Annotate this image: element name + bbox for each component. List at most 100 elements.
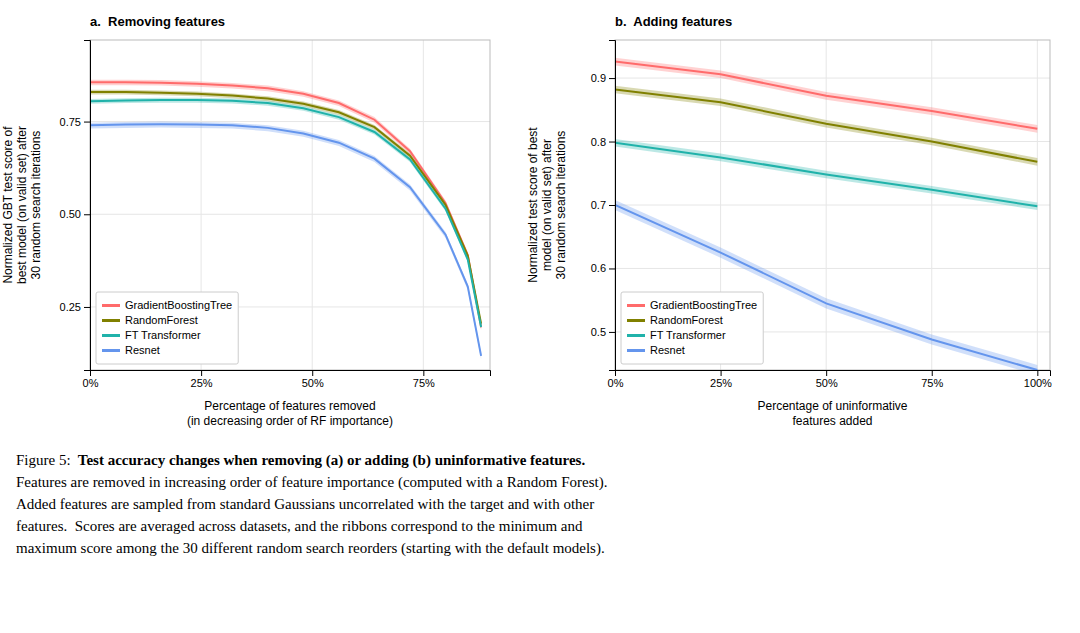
legend-label: GradientBoostingTree (650, 299, 757, 311)
tick: 0.6 (591, 262, 615, 274)
x-axis-label-line: Percentage of features removed (204, 399, 375, 413)
tick: 0.9 (591, 72, 615, 84)
tick-mark (826, 370, 827, 376)
legend-label: RandomForest (650, 314, 723, 326)
legend-swatch (627, 319, 645, 322)
line (90, 124, 481, 356)
panel-title: b. Adding features (615, 14, 732, 29)
tick: 75% (413, 370, 435, 389)
caption-line: Figure 5: Test accuracy changes when rem… (16, 452, 585, 469)
tick-label: 0.50 (60, 208, 81, 220)
axis-line (91, 371, 491, 377)
legend-swatch (627, 334, 645, 337)
legend-box (621, 292, 763, 364)
tick-label: 0.75 (60, 116, 81, 128)
y-axis: 0.25 0.50 0.75 (60, 41, 91, 371)
caption-line: Added features are sampled from standard… (16, 496, 594, 512)
tick-mark (609, 78, 615, 79)
plot-frame (90, 40, 490, 370)
y-axis: 0.5 0.6 0.7 0.8 0.9 (591, 41, 616, 371)
marks (90, 80, 481, 360)
tick: 0.25 (60, 301, 90, 313)
tick-label: 75% (413, 377, 435, 389)
legend-label: FT Transformer (650, 329, 726, 341)
y-axis-label-line: Normalized GBT test score of (1, 126, 15, 284)
y-axis-label-line: 30 random search iterations (29, 131, 43, 280)
tick: 0.75 (60, 116, 90, 128)
grid-line-y (615, 268, 1050, 269)
grid-line-y (615, 78, 1050, 79)
legend-swatch (102, 319, 120, 322)
tick: 100% (1024, 370, 1052, 389)
tick-label: 0.25 (60, 301, 81, 313)
grid (615, 40, 1050, 370)
tick: 0.50 (60, 208, 90, 220)
legend-item: FT Transformer (102, 329, 201, 341)
tick: 75% (921, 370, 943, 389)
legend-swatch (102, 349, 120, 352)
legend-item: GradientBoostingTree (627, 299, 757, 311)
legend-label: RandomForest (125, 314, 198, 326)
grid-line-y (615, 205, 1050, 206)
tick-mark (609, 142, 615, 143)
legend-item: RandomForest (102, 314, 198, 326)
figure: 0% 25% 50% 75% 0.25 0.50 0.75 a. Removing featu… (0, 0, 1080, 633)
tick-label: 0.6 (591, 262, 606, 274)
tick-mark (1037, 370, 1038, 376)
caption-bold: Test accuracy changes when removing (a) … (71, 452, 586, 469)
tick-mark (932, 370, 933, 376)
tick: 50% (302, 370, 324, 389)
x-axis-label-line: Percentage of uninformative (757, 399, 907, 413)
tick-mark (84, 214, 90, 215)
y-axis-label-line: model (on valid set) after (540, 139, 554, 271)
tick-mark (312, 370, 313, 376)
axis-line (84, 41, 91, 371)
legend-item: FT Transformer (627, 329, 726, 341)
tick-label: 0.7 (591, 199, 606, 211)
tick-mark (201, 370, 202, 376)
legend-swatch (627, 304, 645, 307)
x-axis-label-line: features added (792, 414, 872, 428)
tick-label: 0.9 (591, 72, 606, 84)
tick-mark (609, 332, 615, 333)
y-axis-label-line: best model (on valid set) after (15, 126, 29, 284)
y-axis-label: Normalized GBT test score ofbest model (… (1, 126, 43, 284)
legend-item: Resnet (627, 344, 685, 356)
tick-mark (84, 122, 90, 123)
legend-label: Resnet (650, 344, 685, 356)
caption-line: features. Scores are averaged across dat… (16, 518, 583, 534)
y-axis-label-line: Normalized test score of best (526, 127, 540, 283)
legend-label: Resnet (125, 344, 160, 356)
tick: 25% (191, 370, 213, 389)
legend-item: Resnet (102, 344, 160, 356)
legend: GradientBoostingTree RandomForest FT Trans… (621, 292, 763, 364)
tick-label: 25% (710, 377, 732, 389)
y-axis-label-line: 30 random search iterations (554, 131, 568, 280)
legend-swatch (102, 334, 120, 337)
legend-item: GradientBoostingTree (102, 299, 232, 311)
tick: 0.7 (591, 199, 615, 211)
tick: 0% (608, 370, 624, 389)
marks (615, 58, 1037, 370)
tick-label: 75% (921, 377, 943, 389)
tick-label: 25% (191, 377, 213, 389)
tick-mark (423, 370, 424, 376)
ribbon (615, 139, 1037, 210)
tick-label: 0.8 (591, 136, 606, 148)
ribbon (615, 200, 1037, 370)
tick: 50% (816, 370, 838, 389)
tick: 0.8 (591, 136, 615, 148)
x-axis-label-line: (in decreasing order of RF importance) (187, 414, 393, 428)
tick: 0.5 (591, 326, 615, 338)
tick-mark (721, 370, 722, 376)
tick: 25% (710, 370, 732, 389)
tick-label: 100% (1024, 377, 1052, 389)
tick-mark (84, 307, 90, 308)
legend-label: GradientBoostingTree (125, 299, 232, 311)
panel-title: a. Removing features (90, 14, 225, 29)
legend-swatch (627, 349, 645, 352)
tick-label: 0% (83, 377, 99, 389)
legend-box (96, 292, 238, 364)
legend: GradientBoostingTree RandomForest FT Trans… (96, 292, 238, 364)
caption-prefix: Figure 5: (16, 452, 71, 468)
